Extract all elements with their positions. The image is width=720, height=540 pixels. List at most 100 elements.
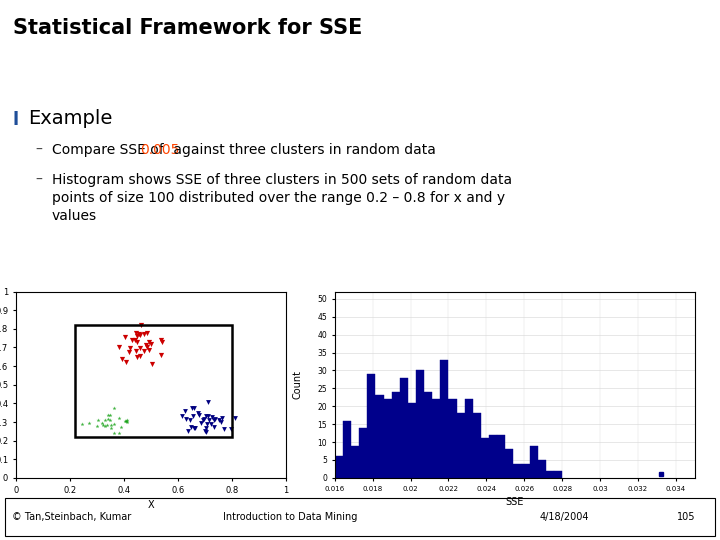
- Point: [179, 407, 191, 415]
- Text: 4/18/2004: 4/18/2004: [540, 512, 590, 522]
- Bar: [441, 360, 449, 478]
- Point: [216, 414, 228, 423]
- Point: [102, 420, 113, 429]
- Point: [180, 415, 192, 423]
- Point: [188, 404, 199, 413]
- Text: values: values: [52, 210, 97, 224]
- Point: [104, 410, 115, 419]
- Point: [197, 415, 208, 424]
- Point: [209, 423, 220, 431]
- Point: [192, 409, 204, 418]
- Point: [176, 412, 187, 421]
- Point: [99, 421, 111, 430]
- Point: [156, 338, 168, 346]
- Point: [106, 424, 117, 433]
- Text: Compare SSE of: Compare SSE of: [52, 143, 168, 157]
- Point: [138, 346, 149, 355]
- Bar: [400, 377, 408, 478]
- Point: [102, 411, 114, 420]
- X-axis label: SSE: SSE: [505, 497, 524, 507]
- Point: [146, 360, 158, 368]
- Bar: [513, 463, 521, 478]
- Point: [225, 425, 237, 434]
- Bar: [392, 392, 400, 478]
- Text: against three clusters in random data: against three clusters in random data: [169, 143, 436, 157]
- Text: Introduction to Data Mining: Introduction to Data Mining: [222, 512, 357, 522]
- Text: points of size 100 distributed over the range 0.2 – 0.8 for x and y: points of size 100 distributed over the …: [52, 191, 505, 205]
- Bar: [464, 399, 473, 478]
- Bar: [351, 446, 359, 478]
- Point: [143, 346, 155, 354]
- Point: [116, 355, 127, 363]
- Bar: [473, 414, 481, 478]
- Point: [199, 415, 210, 424]
- Bar: [530, 446, 538, 478]
- Point: [229, 414, 240, 422]
- Point: [155, 336, 166, 345]
- Point: [93, 415, 104, 424]
- Point: [185, 423, 197, 431]
- Point: [102, 415, 114, 423]
- Point: [135, 320, 147, 329]
- Point: [187, 412, 199, 421]
- Point: [188, 423, 199, 432]
- Bar: [449, 399, 456, 478]
- Text: l: l: [12, 111, 18, 129]
- Text: 105: 105: [677, 512, 695, 522]
- Text: Histogram shows SSE of three clusters in 500 sets of random data: Histogram shows SSE of three clusters in…: [52, 173, 512, 187]
- Text: –: –: [35, 143, 42, 157]
- Point: [193, 410, 204, 419]
- Point: [91, 422, 103, 430]
- Point: [195, 418, 207, 427]
- X-axis label: X: X: [148, 500, 154, 510]
- Point: [83, 419, 94, 428]
- Point: [131, 338, 143, 346]
- Point: [200, 428, 212, 436]
- Point: [215, 417, 227, 426]
- Bar: [384, 399, 392, 478]
- Point: [208, 415, 220, 424]
- Point: [98, 421, 109, 429]
- Point: [114, 428, 125, 437]
- Bar: [424, 392, 432, 478]
- Point: [142, 342, 153, 351]
- Bar: [432, 399, 441, 478]
- Point: [186, 403, 198, 412]
- Point: [109, 420, 120, 429]
- Point: [134, 352, 145, 361]
- Bar: [375, 395, 384, 478]
- Point: [130, 347, 142, 355]
- Point: [122, 417, 133, 426]
- Point: [123, 348, 135, 357]
- Point: [109, 429, 120, 437]
- Point: [130, 329, 142, 338]
- Text: Example: Example: [28, 109, 112, 128]
- Point: [189, 424, 201, 433]
- Point: [113, 414, 125, 422]
- Bar: [554, 471, 562, 478]
- Point: [120, 333, 131, 342]
- Point: [200, 411, 212, 420]
- Text: © Tan,Steinbach, Kumar: © Tan,Steinbach, Kumar: [12, 512, 131, 522]
- Point: [133, 329, 145, 338]
- Point: [126, 336, 138, 345]
- Bar: [343, 421, 351, 478]
- Bar: [335, 456, 343, 478]
- Bar: [76, 325, 232, 437]
- Bar: [367, 374, 375, 478]
- Bar: [408, 403, 416, 478]
- Point: [202, 420, 213, 428]
- Bar: [5, 498, 715, 536]
- Bar: [538, 460, 546, 478]
- Bar: [359, 428, 367, 478]
- Point: [120, 417, 131, 426]
- Point: [182, 427, 194, 435]
- Point: [143, 338, 155, 346]
- Point: [204, 420, 216, 428]
- Point: [200, 424, 212, 433]
- Point: [156, 350, 167, 359]
- Point: [131, 332, 143, 341]
- Bar: [546, 471, 554, 478]
- Point: [106, 421, 117, 429]
- Point: [199, 427, 210, 436]
